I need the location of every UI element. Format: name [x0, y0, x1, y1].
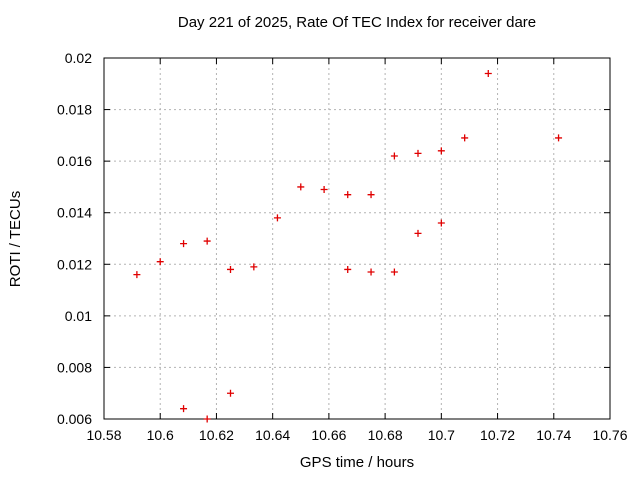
data-point-marker: [367, 268, 375, 276]
x-tick-label: 10.74: [536, 427, 571, 443]
y-tick-label: 0.006: [57, 411, 92, 427]
y-tick-label: 0.02: [65, 50, 92, 66]
y-tick-label: 0.012: [57, 256, 92, 272]
x-tick-label: 10.62: [199, 427, 234, 443]
data-point-marker: [156, 258, 164, 266]
x-tick-label: 10.66: [311, 427, 346, 443]
data-point-marker: [555, 134, 563, 142]
x-tick-label: 10.64: [255, 427, 290, 443]
y-tick-label: 0.008: [57, 359, 92, 375]
plot-border: [103, 57, 611, 420]
x-tick-label: 10.58: [86, 427, 121, 443]
data-point-marker: [390, 268, 398, 276]
data-point-marker: [203, 415, 211, 423]
data-point-marker: [133, 271, 141, 279]
data-point-marker: [367, 191, 375, 199]
data-point-marker: [203, 237, 211, 245]
data-point-marker: [180, 405, 188, 413]
data-point-marker: [227, 265, 234, 273]
x-tick-label: 10.76: [592, 427, 627, 443]
data-point-marker: [437, 147, 445, 155]
data-point-marker: [414, 229, 422, 237]
x-tick-label: 10.72: [480, 427, 515, 443]
data-point-marker: [344, 191, 352, 199]
data-point-marker: [273, 214, 281, 222]
chart-title: Day 221 of 2025, Rate Of TEC Index for r…: [177, 14, 537, 31]
data-point-marker: [320, 186, 328, 194]
x-tick-label: 10.7: [428, 427, 455, 443]
data-point-marker: [297, 183, 305, 191]
data-point-marker: [437, 219, 445, 227]
data-point-marker: [250, 263, 258, 271]
data-point-marker: [180, 240, 188, 248]
data-point-marker: [227, 389, 234, 397]
y-tick-label: 0.014: [57, 205, 92, 221]
data-point-marker: [484, 69, 492, 77]
y-tick-label: 0.016: [57, 153, 92, 169]
data-point-marker: [390, 152, 398, 160]
data-point-marker: [461, 134, 469, 142]
x-tick-label: 10.6: [147, 427, 174, 443]
y-tick-label: 0.018: [57, 102, 92, 118]
x-axis-label: GPS time / hours: [299, 454, 415, 471]
x-tick-label: 10.68: [368, 427, 403, 443]
data-point-marker: [414, 149, 422, 157]
data-point-marker: [344, 265, 352, 273]
y-tick-label: 0.01: [65, 308, 92, 324]
